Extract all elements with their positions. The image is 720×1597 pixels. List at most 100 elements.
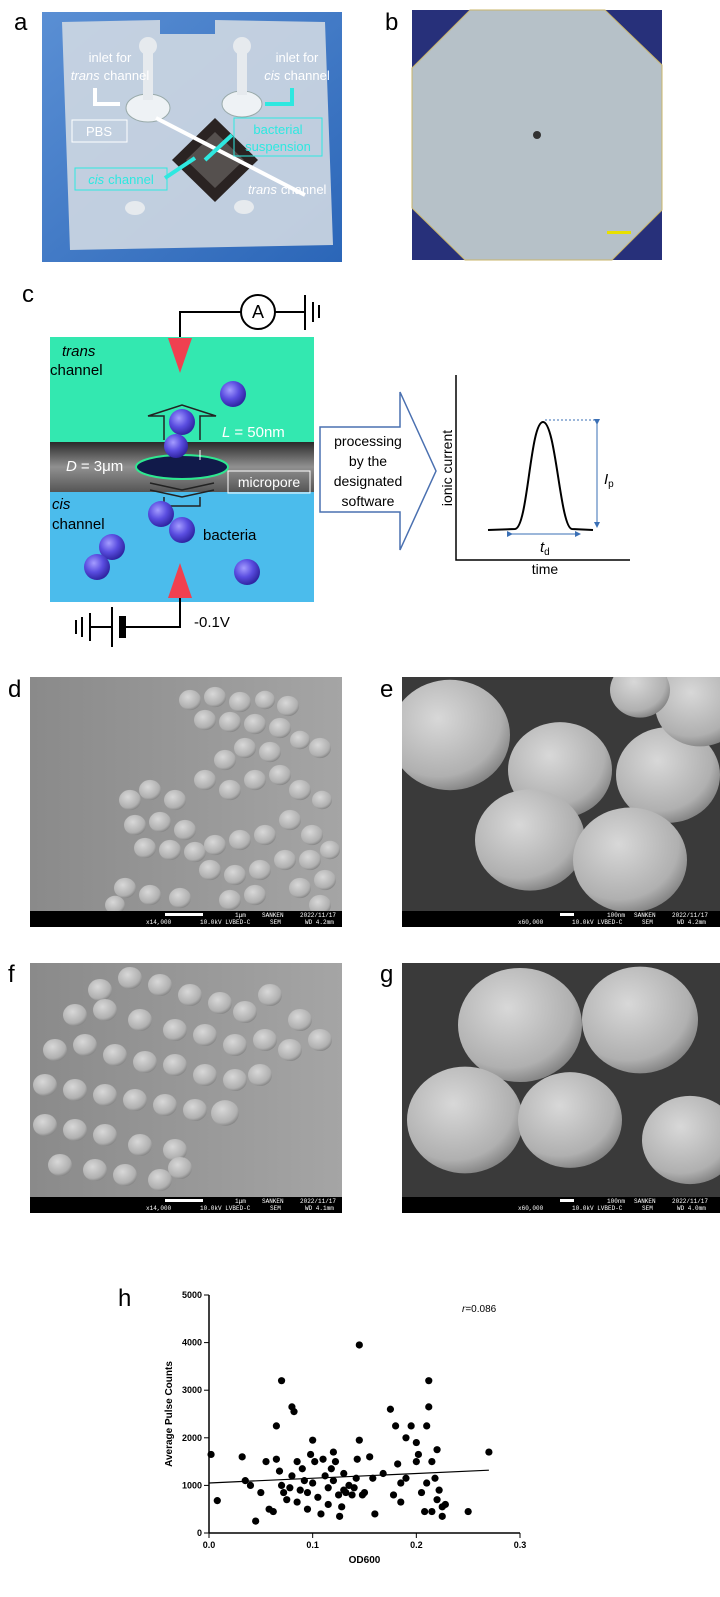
- panel-label: f: [8, 961, 15, 988]
- annotation: bacterial: [253, 122, 302, 137]
- cell: [309, 738, 331, 758]
- point: [340, 1470, 347, 1477]
- panel-h: h 0100020003000400050000.00.10.20.3OD600…: [118, 1285, 526, 1566]
- figure: a inlet for transchannel inlet for cisch…: [0, 0, 720, 1597]
- point: [294, 1498, 301, 1505]
- point: [394, 1460, 401, 1467]
- annotation: suspension: [245, 139, 311, 154]
- cell: [258, 984, 282, 1006]
- annotation: processing: [334, 433, 402, 449]
- cell: [229, 830, 251, 850]
- cell: [214, 750, 236, 770]
- cell: [163, 1019, 187, 1041]
- point: [361, 1489, 368, 1496]
- cell: [211, 1100, 239, 1126]
- cell: [164, 790, 186, 810]
- x-tick-label: 0.1: [306, 1540, 319, 1550]
- annotation: channel: [50, 362, 103, 379]
- trendline: [209, 1470, 489, 1483]
- point: [413, 1439, 420, 1446]
- text: d: [544, 547, 550, 558]
- cell: [93, 999, 117, 1021]
- point: [356, 1437, 363, 1444]
- cell: [288, 1009, 312, 1031]
- point: [397, 1498, 404, 1505]
- point: [311, 1458, 318, 1465]
- sem-info: SANKEN: [634, 1198, 656, 1205]
- micrograph: 1μmSANKEN2022/11/17x14,00010.0kV LVBED-C…: [30, 963, 342, 1213]
- point: [257, 1489, 264, 1496]
- x-tick-label: 0.0: [203, 1540, 216, 1550]
- point: [273, 1422, 280, 1429]
- cell: [184, 842, 206, 862]
- cell: [174, 820, 196, 840]
- point: [239, 1453, 246, 1460]
- point: [442, 1501, 449, 1508]
- sem-info: WD 4.1mm: [305, 1205, 334, 1212]
- annotation: cis: [52, 496, 71, 513]
- annotation: cischannel: [264, 68, 330, 83]
- cell: [244, 885, 266, 905]
- cell: [269, 765, 291, 785]
- sem-panel: 1μmSANKEN2022/11/17x14,00010.0kV LVBED-C…: [8, 961, 342, 1213]
- sem-info: 100nm: [607, 1198, 625, 1205]
- cell: [223, 1069, 247, 1091]
- point: [415, 1451, 422, 1458]
- cell: [253, 1029, 277, 1051]
- cell: [63, 1079, 87, 1101]
- cell: [93, 1124, 117, 1146]
- y-tick-label: 5000: [182, 1290, 202, 1300]
- panel-label: a: [14, 9, 28, 36]
- cell: [179, 690, 201, 710]
- panel-label: h: [118, 1285, 131, 1312]
- sem-info: WD 4.2mm: [305, 919, 334, 926]
- ammeter-label: A: [252, 302, 264, 322]
- axis-title: time: [532, 561, 559, 577]
- annotation: software: [342, 493, 395, 509]
- point: [214, 1497, 221, 1504]
- cell: [169, 888, 191, 908]
- point: [332, 1458, 339, 1465]
- sem-info: SANKEN: [262, 1198, 284, 1205]
- point: [330, 1448, 337, 1455]
- cell: [269, 718, 291, 738]
- cell: [289, 878, 311, 898]
- cell: [610, 662, 670, 717]
- sem-info: x60,000: [518, 1205, 544, 1212]
- point: [433, 1446, 440, 1453]
- point: [433, 1496, 440, 1503]
- cell: [573, 808, 687, 913]
- text: p: [608, 479, 614, 490]
- sem-info: x14,000: [146, 919, 172, 926]
- point: [288, 1472, 295, 1479]
- point: [283, 1496, 290, 1503]
- cell: [277, 696, 299, 716]
- cell: [148, 1169, 172, 1191]
- annotation: by the: [349, 453, 387, 469]
- point: [314, 1494, 321, 1501]
- text: =0.086: [465, 1304, 496, 1315]
- cell: [249, 860, 271, 880]
- point: [273, 1456, 280, 1463]
- point: [380, 1470, 387, 1477]
- cell: [43, 1039, 67, 1061]
- x-tick-label: 0.2: [410, 1540, 423, 1550]
- sem-info: 2022/11/17: [672, 912, 708, 919]
- cell: [139, 780, 161, 800]
- point: [299, 1465, 306, 1472]
- cell: [475, 789, 585, 890]
- cell: [289, 780, 311, 800]
- cell: [114, 878, 136, 898]
- cell: [582, 967, 698, 1074]
- sem-info: 10.0kV LVBED-C: [200, 919, 251, 926]
- cell: [208, 992, 232, 1014]
- cell: [219, 780, 241, 800]
- pulse-curve: [488, 422, 593, 530]
- panel-label: c: [22, 281, 34, 308]
- point: [338, 1503, 345, 1510]
- cell: [128, 1134, 152, 1156]
- cell: [290, 731, 310, 749]
- panel-label: g: [380, 961, 393, 988]
- sem-info: WD 4.2mm: [677, 919, 706, 926]
